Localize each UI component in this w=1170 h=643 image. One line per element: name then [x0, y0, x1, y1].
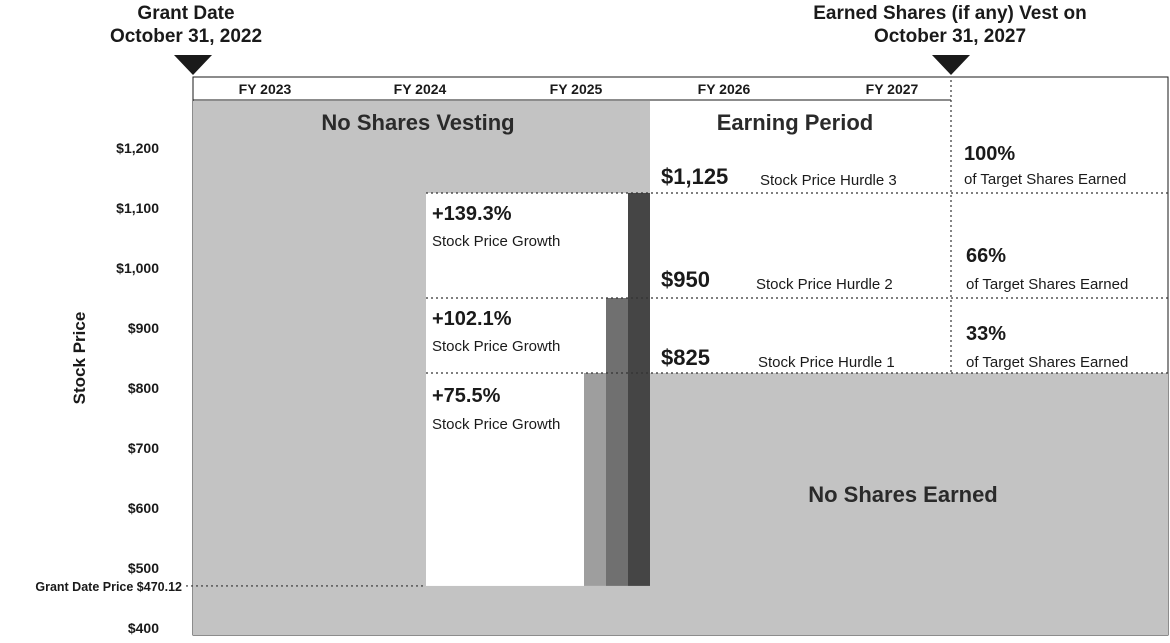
y-tick-label: $900 — [128, 320, 159, 336]
growth-3-percent: +139.3% — [432, 203, 512, 225]
hurdle-2-name: Stock Price Hurdle 2 — [756, 276, 893, 293]
no-shares-vesting-label: No Shares Vesting — [321, 110, 514, 135]
vest-date-marker-icon — [932, 55, 970, 75]
hurdle-2-price: $950 — [661, 267, 710, 292]
grant-date-label: Grant Date — [137, 3, 234, 24]
earned-3-caption: of Target Shares Earned — [964, 171, 1126, 188]
no-earned-area — [650, 373, 1168, 635]
growth-1-percent: +75.5% — [432, 385, 501, 407]
earned-2-caption: of Target Shares Earned — [966, 276, 1128, 293]
fiscal-year-label: FY 2027 — [866, 81, 919, 97]
y-axis-title: Stock Price — [70, 312, 89, 405]
fiscal-year-label: FY 2026 — [698, 81, 751, 97]
earned-1-percent: 33% — [966, 323, 1006, 345]
y-tick-label: $800 — [128, 380, 159, 396]
y-tick-label: $600 — [128, 500, 159, 516]
hurdle-3-price: $1,125 — [661, 164, 728, 189]
growth-2-percent: +102.1% — [432, 308, 512, 330]
grant-date-price-label: Grant Date Price $470.12 — [35, 580, 182, 594]
y-tick-label: $1,100 — [116, 200, 159, 216]
hurdle-2-bar — [606, 298, 628, 586]
growth-3-caption: Stock Price Growth — [432, 233, 560, 250]
grant-date-marker-icon — [174, 55, 212, 75]
fiscal-year-label: FY 2024 — [394, 81, 447, 97]
grant-date-value: October 31, 2022 — [110, 26, 262, 47]
y-tick-label: $1,000 — [116, 260, 159, 276]
y-tick-label: $400 — [128, 620, 159, 636]
y-tick-label: $1,200 — [116, 140, 159, 156]
fiscal-year-labels: FY 2023 FY 2024 FY 2025 FY 2026 FY 2027 — [239, 81, 919, 97]
y-axis-ticks: $1,200 $1,100 $1,000 $900 $800 $700 $600 $500 $4… — [116, 140, 159, 636]
vest-date-value: October 31, 2027 — [874, 26, 1026, 47]
y-tick-label: $700 — [128, 440, 159, 456]
earned-3-percent: 100% — [964, 143, 1015, 165]
hurdle-3-bar — [628, 193, 650, 586]
vest-date-label: Earned Shares (if any) Vest on — [813, 3, 1086, 24]
hurdle-3-name: Stock Price Hurdle 3 — [760, 172, 897, 189]
hurdle-1-price: $825 — [661, 345, 710, 370]
fiscal-year-label: FY 2025 — [550, 81, 603, 97]
hurdle-1-bar — [584, 373, 606, 586]
growth-1-caption: Stock Price Growth — [432, 416, 560, 433]
hurdle-1-name: Stock Price Hurdle 1 — [758, 354, 895, 371]
earning-period-label: Earning Period — [717, 110, 873, 135]
no-shares-earned-label: No Shares Earned — [808, 482, 998, 507]
fiscal-year-label: FY 2023 — [239, 81, 292, 97]
growth-2-caption: Stock Price Growth — [432, 338, 560, 355]
earned-1-caption: of Target Shares Earned — [966, 354, 1128, 371]
y-tick-label: $500 — [128, 560, 159, 576]
earned-2-percent: 66% — [966, 245, 1006, 267]
